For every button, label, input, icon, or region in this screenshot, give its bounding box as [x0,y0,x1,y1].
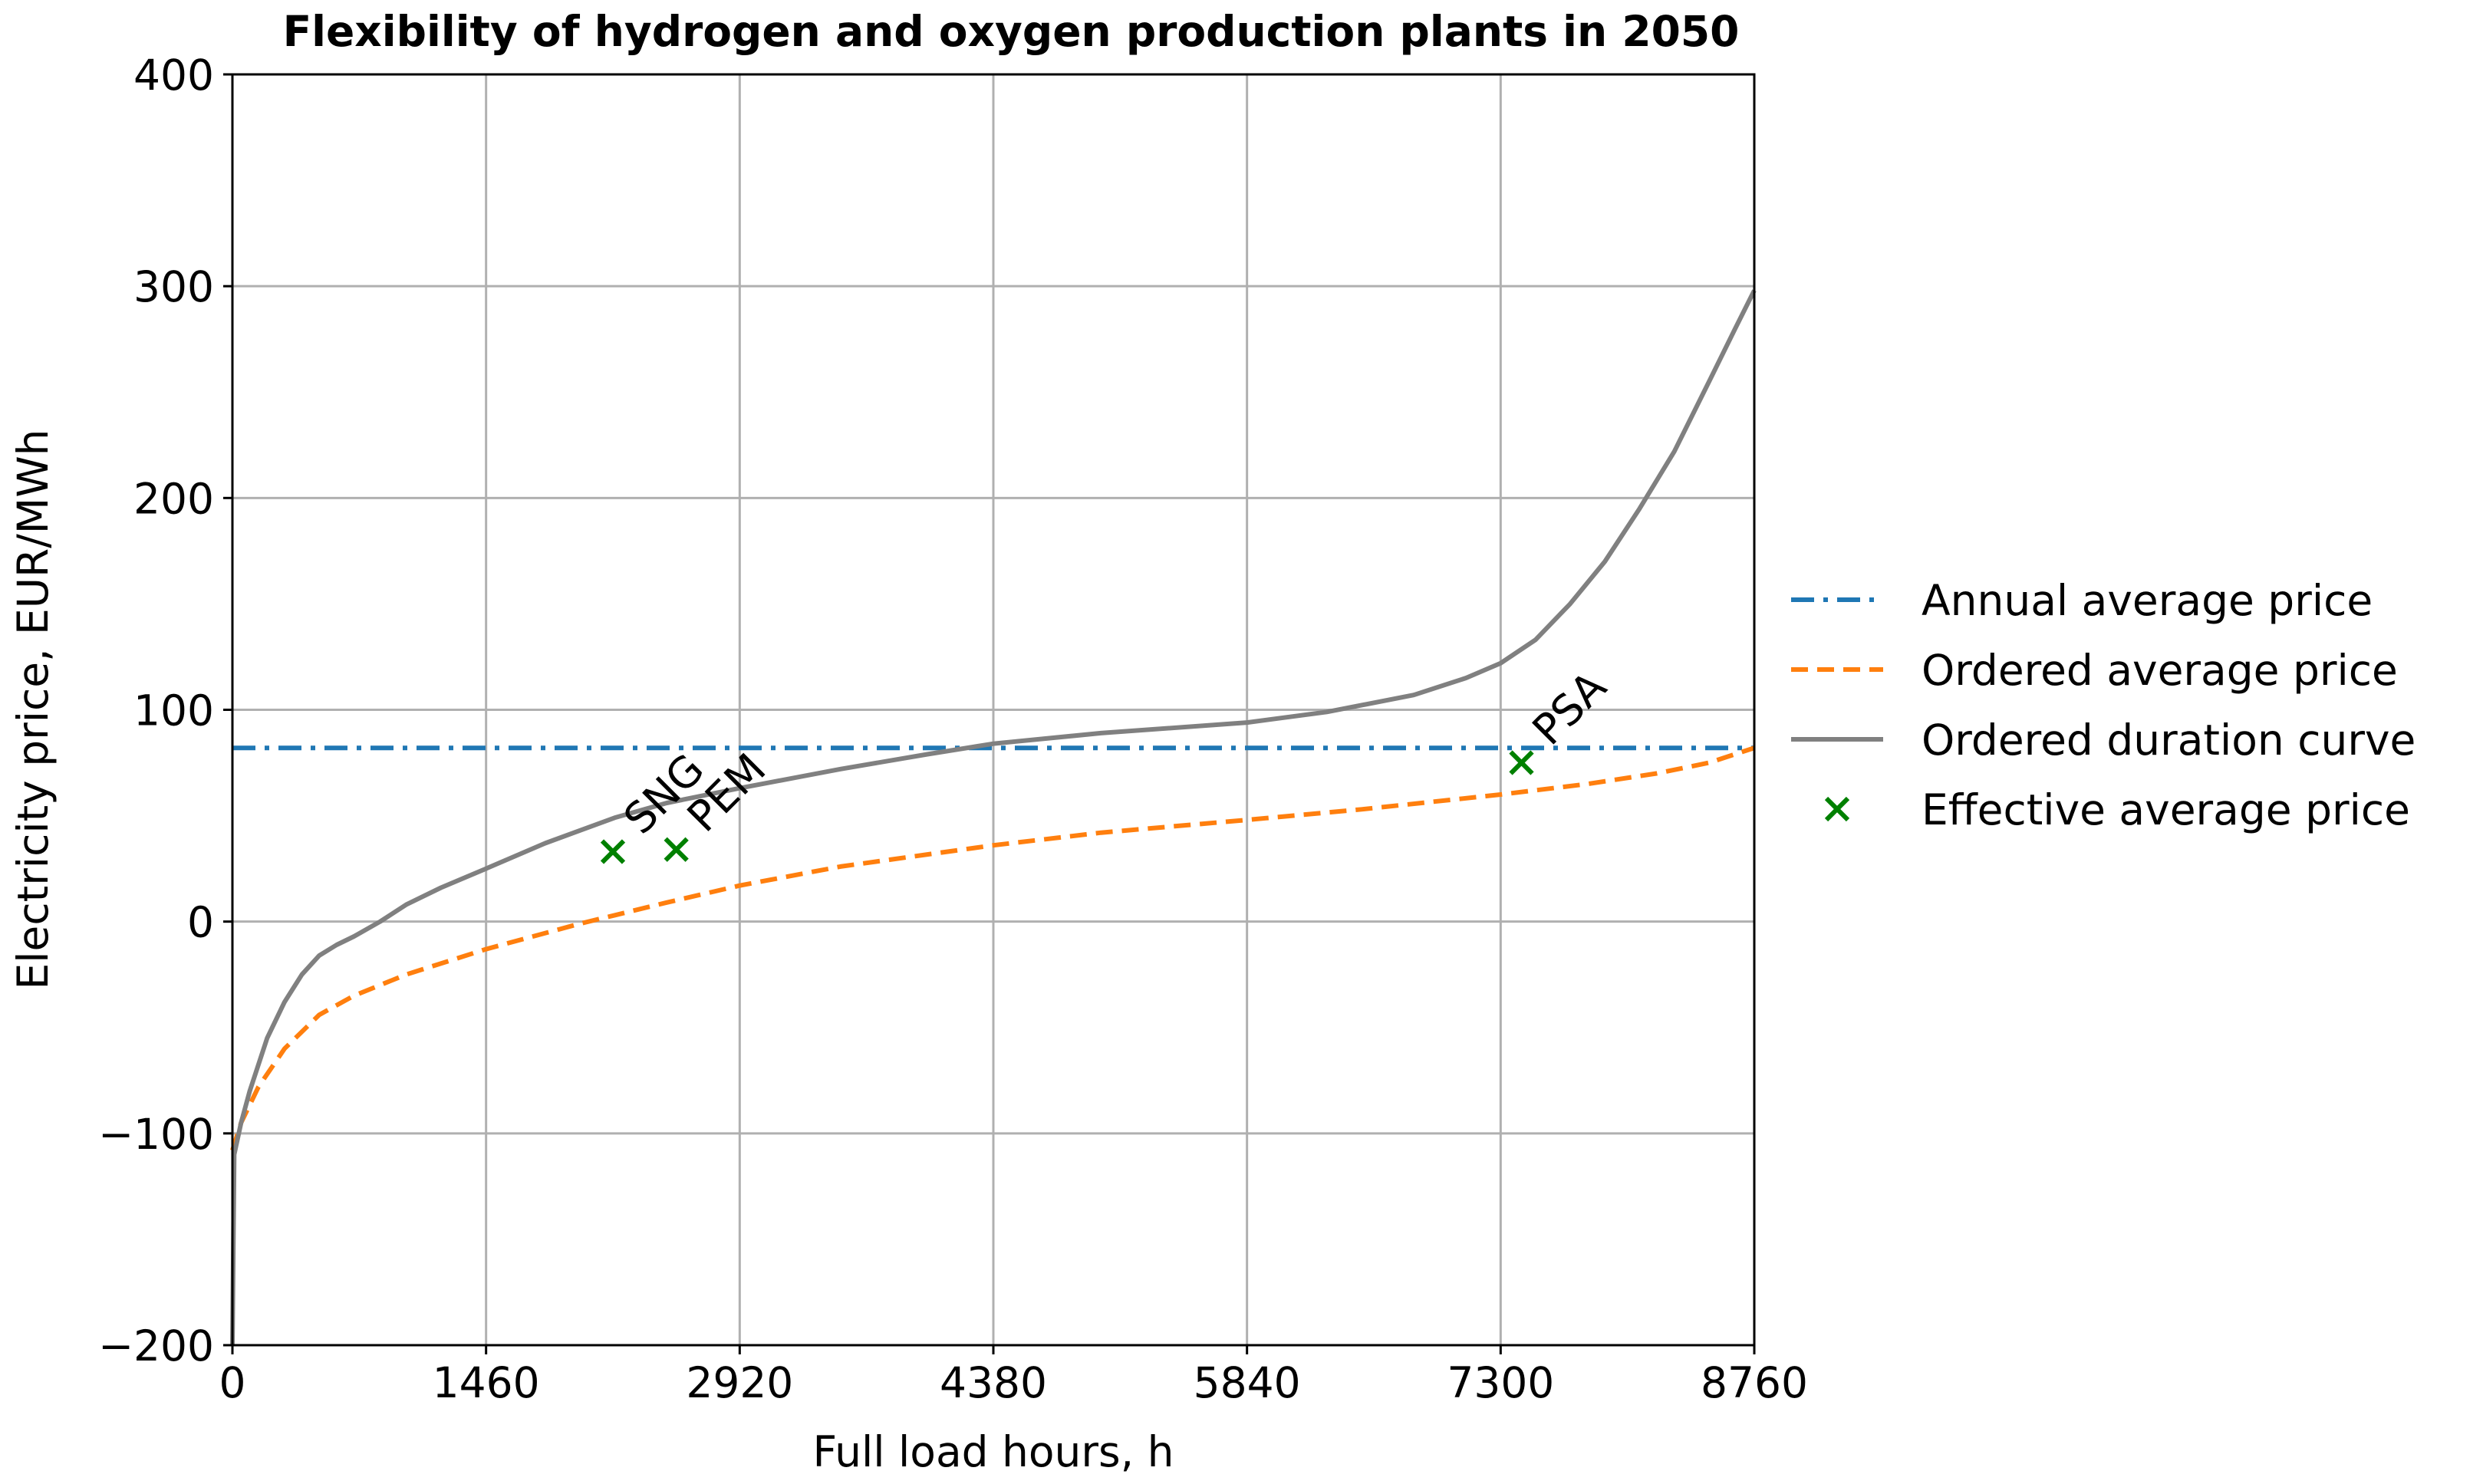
effective-price-marker-sng [600,839,626,864]
y-tick-label: −200 [98,1321,214,1370]
annotation-psa: PSA [1523,662,1615,755]
x-tick-label: 4380 [940,1358,1047,1407]
x-tick-label: 5840 [1194,1358,1301,1407]
legend-entry: Annual average price [1791,576,2373,625]
legend-entry: Ordered average price [1791,646,2398,695]
legend-marker [1824,796,1850,822]
x-tick-label: 2920 [686,1358,793,1407]
effective-price-marker-psa [1509,750,1534,775]
legend-entry: Effective average price [1824,785,2410,834]
y-axis: −200 −100 0 100 200 300 400 [98,51,232,1370]
y-tick-label: 200 [133,474,214,523]
legend-entry: Ordered duration curve [1791,716,2415,765]
y-tick-label: 0 [187,898,214,947]
x-tick-label: 0 [219,1358,246,1407]
y-tick-label: 400 [133,51,214,100]
legend-label: Ordered duration curve [1922,716,2415,765]
chart-title: Flexibility of hydrogen and oxygen produ… [283,7,1740,56]
series-line-ordered-average-price [230,745,1755,1151]
legend-label: Annual average price [1922,576,2373,625]
grid [231,73,1756,1347]
y-tick-label: 100 [133,686,214,735]
x-tick-label: 7300 [1447,1358,1554,1407]
y-tick-label: 300 [133,262,214,311]
effective-price-marker-pem [664,837,689,862]
series-line-ordered-duration-curve [230,289,1757,1346]
x-axis: 0 1460 2920 4380 5840 7300 8760 [219,1345,1808,1407]
y-tick-label: −100 [98,1110,214,1159]
legend: Annual average price Ordered average pric… [1791,576,2415,834]
x-tick-label: 8760 [1701,1358,1808,1407]
legend-label: Effective average price [1922,785,2410,834]
x-tick-label: 1460 [433,1358,540,1407]
legend-label: Ordered average price [1922,646,2398,695]
y-axis-label: Electricity price, EUR/MWh [8,429,58,990]
x-axis-label: Full load hours, h [812,1427,1174,1476]
